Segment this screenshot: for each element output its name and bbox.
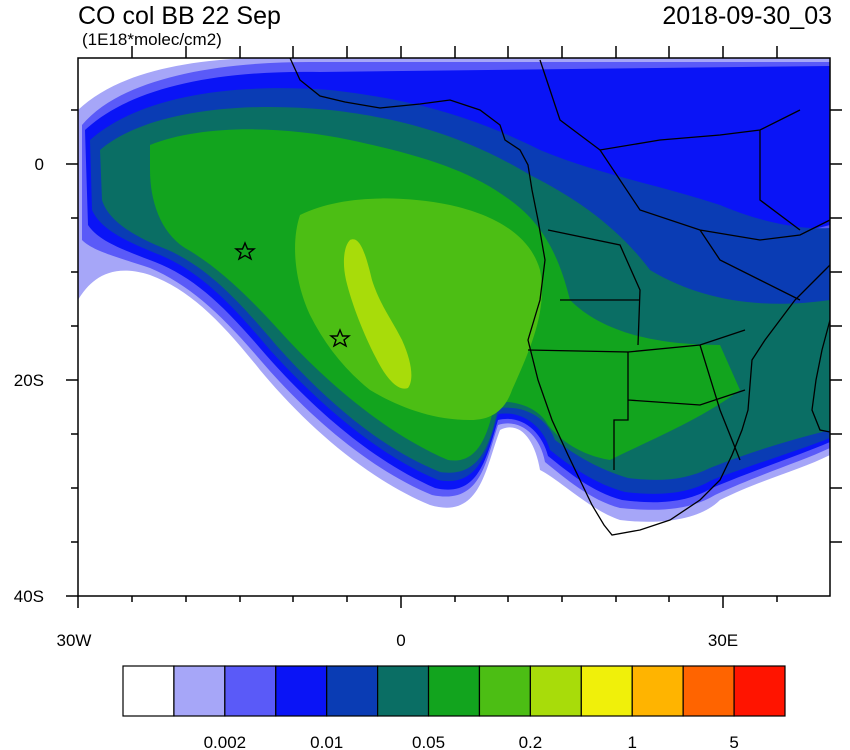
coastlines (289, 58, 830, 536)
star-marker (234, 241, 256, 261)
lon-label-30e: 30E (708, 631, 738, 650)
east-africa-borders (539, 59, 830, 301)
colorbar-swatch (377, 665, 430, 717)
colorbar-swatch (478, 665, 531, 717)
colorbar-swatch (122, 665, 175, 717)
lon-label-30w: 30W (57, 631, 92, 650)
units-label: (1E18*molec/cm2) (82, 30, 222, 49)
colorbar-swatch (733, 665, 786, 717)
lat-label-0: 0 (35, 155, 44, 174)
lon-label-0: 0 (396, 631, 405, 650)
colorbar-tick-label: 0.2 (519, 733, 543, 750)
madagascar-coast (811, 319, 830, 433)
colorbar-swatch (529, 665, 582, 717)
colorbar-swatch (224, 665, 277, 717)
map-title: CO col BB 22 Sep (78, 2, 281, 30)
star-marker (329, 328, 351, 348)
colorbar-swatch (682, 665, 735, 717)
plot-frame (66, 46, 842, 608)
colorbar-tick-label: 0.05 (412, 733, 445, 750)
lat-label-20s: 20S (14, 371, 44, 390)
colorbar-swatch (631, 665, 684, 717)
southern-africa-borders (527, 229, 746, 470)
markers-layer (234, 241, 351, 348)
colorbar-tick-label: 1 (627, 733, 636, 750)
valid-time-label: 2018-09-30_03 (662, 2, 832, 30)
colorbar-swatch (326, 665, 379, 717)
colorbar-tick-label: 5 (729, 733, 738, 750)
colorbar: 0.002 0.01 0.05 0.2 1 5 (122, 665, 786, 750)
plume-level-yellowgreen (343, 239, 412, 389)
colorbar-swatch (173, 665, 226, 717)
west-africa-coast (289, 58, 830, 536)
colorbar-swatch (580, 665, 633, 717)
colorbar-tick-label: 0.01 (310, 733, 343, 750)
co-plume-field (78, 58, 830, 522)
colorbar-tick-label: 0.002 (204, 733, 247, 750)
lat-label-40s: 40S (14, 587, 44, 606)
colorbar-swatch (427, 665, 481, 717)
colorbar-swatch (275, 665, 328, 717)
